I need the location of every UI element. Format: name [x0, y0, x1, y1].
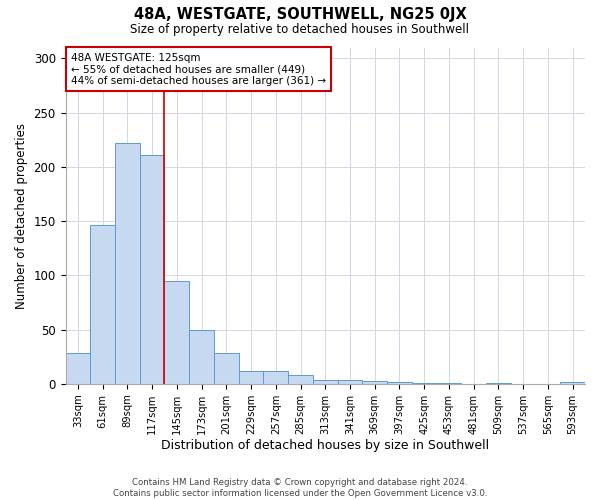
Bar	[65, 354, 90, 384]
Bar	[239, 371, 263, 384]
Bar	[288, 375, 313, 384]
Bar	[115, 143, 140, 384]
Bar	[90, 226, 115, 384]
Bar	[486, 383, 511, 384]
Bar	[387, 382, 412, 384]
Bar	[214, 354, 239, 384]
X-axis label: Distribution of detached houses by size in Southwell: Distribution of detached houses by size …	[161, 440, 490, 452]
Bar	[560, 382, 585, 384]
Bar	[164, 281, 189, 384]
Y-axis label: Number of detached properties: Number of detached properties	[15, 122, 28, 308]
Bar	[412, 383, 437, 384]
Bar	[140, 155, 164, 384]
Bar	[362, 380, 387, 384]
Text: Size of property relative to detached houses in Southwell: Size of property relative to detached ho…	[131, 22, 470, 36]
Bar	[313, 380, 338, 384]
Bar	[338, 380, 362, 384]
Text: 48A, WESTGATE, SOUTHWELL, NG25 0JX: 48A, WESTGATE, SOUTHWELL, NG25 0JX	[134, 8, 466, 22]
Text: 48A WESTGATE: 125sqm
← 55% of detached houses are smaller (449)
44% of semi-deta: 48A WESTGATE: 125sqm ← 55% of detached h…	[71, 52, 326, 86]
Bar	[437, 383, 461, 384]
Bar	[189, 330, 214, 384]
Bar	[263, 371, 288, 384]
Text: Contains HM Land Registry data © Crown copyright and database right 2024.
Contai: Contains HM Land Registry data © Crown c…	[113, 478, 487, 498]
